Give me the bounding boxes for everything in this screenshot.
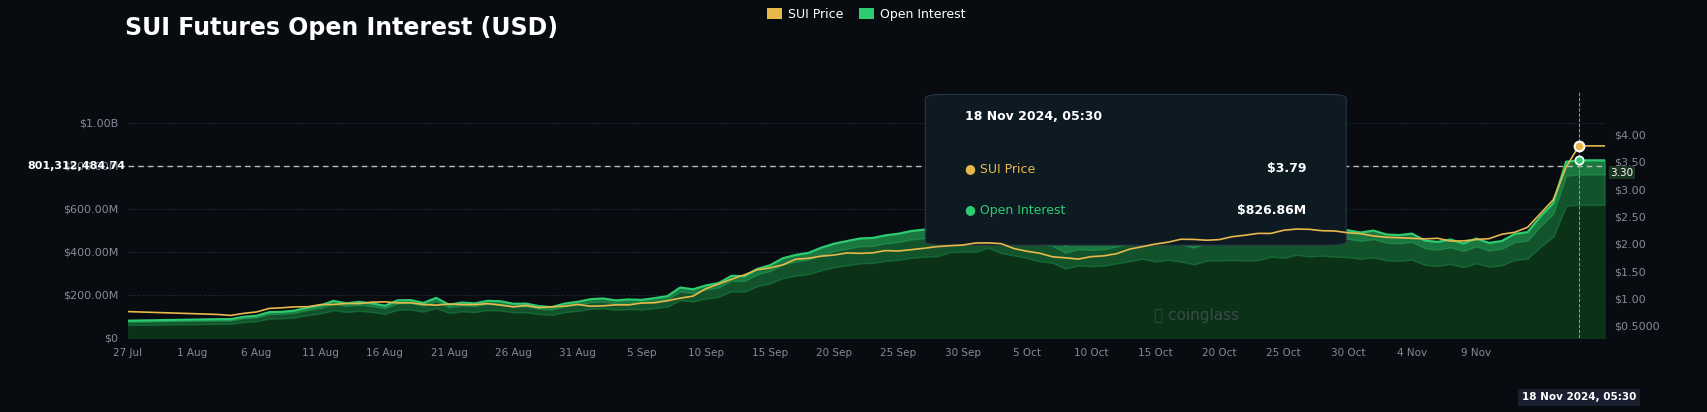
Text: 801,312,484.74: 801,312,484.74 — [27, 161, 125, 171]
Text: $3.79: $3.79 — [1267, 162, 1306, 176]
Legend: SUI Price, Open Interest: SUI Price, Open Interest — [761, 3, 971, 26]
Text: 18 Nov 2024, 05:30: 18 Nov 2024, 05:30 — [964, 110, 1103, 124]
Text: 3.30: 3.30 — [1610, 168, 1634, 178]
Text: $826.86M: $826.86M — [1238, 204, 1306, 218]
Text: ⬥ coinglass: ⬥ coinglass — [1154, 308, 1239, 323]
Text: SUI Futures Open Interest (USD): SUI Futures Open Interest (USD) — [125, 16, 558, 40]
FancyBboxPatch shape — [925, 94, 1347, 245]
Text: ● Open Interest: ● Open Interest — [964, 204, 1065, 218]
Text: ● SUI Price: ● SUI Price — [964, 162, 1036, 176]
Text: 18 Nov 2024, 05:30: 18 Nov 2024, 05:30 — [1521, 392, 1635, 402]
